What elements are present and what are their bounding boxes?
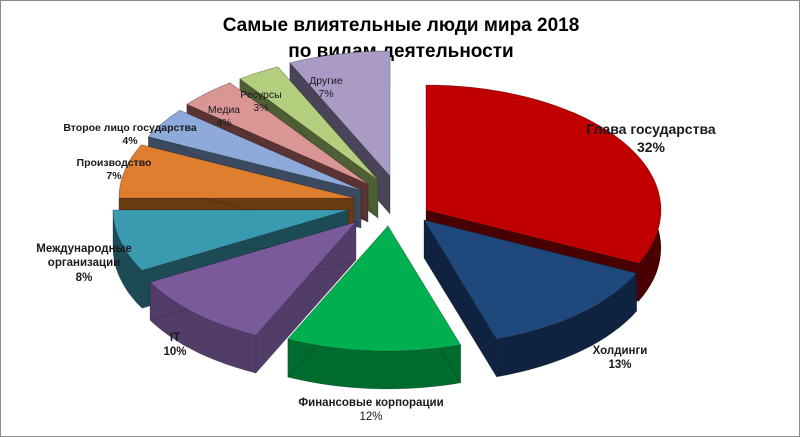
label-media: Медиа 4%: [208, 104, 240, 130]
label-value: 4%: [216, 117, 232, 130]
slice-top-8: [239, 66, 379, 181]
label-name: Производство: [76, 157, 152, 169]
label-value: 4%: [122, 135, 138, 148]
label-resources: Ресурсы 3%: [240, 89, 281, 115]
slice-top-1: [423, 219, 638, 340]
label-name: Ресурсы: [240, 89, 282, 101]
slice-top-7: [186, 82, 369, 185]
label-value: 13%: [608, 359, 632, 372]
chart-title-line-1: Самые влиятельные люди мира 2018: [222, 15, 580, 36]
label-value: 8%: [75, 271, 93, 284]
label-value: 7%: [318, 88, 334, 101]
slice-side-radial: [423, 218, 497, 378]
slice-top-5: [118, 144, 355, 199]
label-second-person: Второе лицо государства 4%: [63, 122, 196, 148]
label-production: Производство 7%: [77, 157, 152, 183]
label-name: IT: [169, 332, 181, 344]
label-value: 10%: [163, 346, 187, 359]
slice-top-0: [425, 84, 662, 264]
label-name: Финансовые корпорации: [298, 397, 444, 409]
label-value: 32%: [636, 138, 666, 155]
label-others: Другие 7%: [309, 75, 343, 101]
label-value: 7%: [106, 170, 122, 183]
label-name: Глава государства: [586, 121, 716, 137]
label-name: Другие: [309, 75, 343, 87]
label-holdings: Холдинги 13%: [593, 344, 648, 373]
label-name-line-2: организации: [47, 257, 121, 270]
slice-top-4: [112, 209, 349, 271]
label-name: Холдинги: [592, 345, 648, 357]
slice-top-6: [147, 109, 362, 191]
label-head-of-state: Глава государства 32%: [586, 121, 715, 156]
label-finance: Финансовые корпорации 12%: [298, 396, 443, 425]
label-value: 12%: [359, 411, 383, 424]
slice-top-2: [287, 225, 462, 352]
slice-top-9: [289, 50, 391, 177]
slice-top-3: [149, 221, 357, 336]
label-intl-org: Международные организации 8%: [36, 242, 132, 285]
label-name: Медиа: [207, 104, 241, 116]
label-it: IT 10%: [163, 331, 186, 360]
label-value: 3%: [253, 102, 269, 115]
label-name: Второе лицо государства: [63, 122, 197, 134]
label-name-line-1: Международные: [36, 243, 132, 255]
